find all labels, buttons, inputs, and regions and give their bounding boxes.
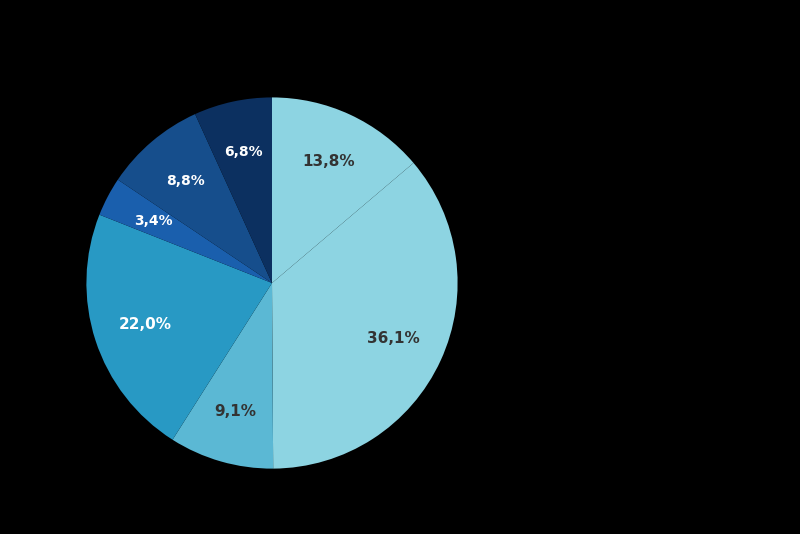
Wedge shape bbox=[195, 97, 272, 283]
Wedge shape bbox=[272, 97, 414, 283]
Wedge shape bbox=[173, 283, 273, 469]
Text: 8,8%: 8,8% bbox=[166, 174, 205, 188]
Text: 13,8%: 13,8% bbox=[302, 154, 354, 169]
Wedge shape bbox=[118, 114, 272, 283]
Wedge shape bbox=[272, 163, 458, 469]
Text: 22,0%: 22,0% bbox=[118, 317, 171, 332]
Wedge shape bbox=[86, 215, 272, 439]
Text: 6,8%: 6,8% bbox=[224, 145, 263, 160]
Wedge shape bbox=[99, 179, 272, 283]
Text: 9,1%: 9,1% bbox=[214, 404, 256, 419]
Text: 3,4%: 3,4% bbox=[134, 214, 173, 228]
Text: 36,1%: 36,1% bbox=[367, 331, 420, 346]
